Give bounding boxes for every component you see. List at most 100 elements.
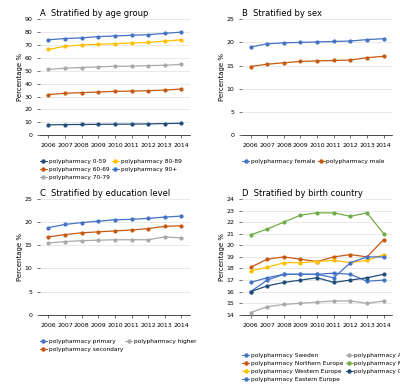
Y-axis label: Percentage %: Percentage %: [17, 53, 23, 101]
Line: polypharmacy 80-89: polypharmacy 80-89: [47, 38, 183, 51]
polypharmacy Middle East: [248, 233, 253, 237]
polypharmacy Africa: [348, 299, 353, 303]
polypharmacy 60-69: [112, 89, 117, 94]
polypharmacy female: [331, 39, 336, 44]
Line: polypharmacy secondary: polypharmacy secondary: [47, 224, 183, 238]
polypharmacy higher: [112, 237, 117, 242]
Line: polypharmacy primary: polypharmacy primary: [47, 215, 183, 229]
polypharmacy higher: [162, 235, 167, 239]
polypharmacy 80-89: [112, 41, 117, 46]
polypharmacy secondary: [79, 230, 84, 235]
polypharmacy Africa: [331, 299, 336, 303]
polypharmacy primary: [46, 225, 51, 230]
Line: polypharmacy Northern Europe: polypharmacy Northern Europe: [249, 238, 385, 269]
polypharmacy Northern Europe: [315, 259, 320, 264]
polypharmacy 70-79: [46, 67, 51, 72]
polypharmacy 80-89: [46, 47, 51, 52]
Line: polypharmacy male: polypharmacy male: [249, 55, 385, 68]
Text: B  Stratified by sex: B Stratified by sex: [242, 10, 322, 18]
polypharmacy 90+: [79, 36, 84, 40]
polypharmacy 90+: [179, 30, 184, 35]
polypharmacy Eastern Europe: [248, 290, 253, 294]
polypharmacy higher: [46, 241, 51, 245]
polypharmacy Sweden: [331, 271, 336, 275]
Y-axis label: Percentage %: Percentage %: [219, 53, 225, 101]
polypharmacy 70-79: [79, 65, 84, 70]
Legend: polypharmacy primary, polypharmacy secondary, polypharmacy higher: polypharmacy primary, polypharmacy secon…: [40, 339, 197, 352]
Legend: polypharmacy female, polypharmacy male: polypharmacy female, polypharmacy male: [242, 159, 385, 164]
polypharmacy 70-79: [129, 64, 134, 68]
Legend: polypharmacy 0-59, polypharmacy 60-69, polypharmacy 70-79, polypharmacy 80-89, p: polypharmacy 0-59, polypharmacy 60-69, p…: [40, 159, 182, 180]
polypharmacy Middle East: [331, 210, 336, 215]
polypharmacy 80-89: [146, 40, 150, 45]
polypharmacy 60-69: [179, 87, 184, 91]
polypharmacy Others: [265, 284, 270, 288]
polypharmacy 90+: [46, 38, 51, 42]
Y-axis label: Percentage %: Percentage %: [17, 233, 23, 281]
polypharmacy Eastern Europe: [365, 255, 370, 259]
polypharmacy Eastern Europe: [348, 260, 353, 265]
polypharmacy Sweden: [348, 272, 353, 276]
polypharmacy higher: [146, 237, 150, 242]
polypharmacy Western Europe: [348, 260, 353, 265]
polypharmacy male: [331, 58, 336, 63]
polypharmacy 90+: [146, 32, 150, 37]
polypharmacy 70-79: [62, 66, 67, 70]
polypharmacy Western Europe: [282, 260, 286, 265]
polypharmacy Africa: [282, 302, 286, 307]
polypharmacy higher: [129, 237, 134, 242]
polypharmacy primary: [146, 216, 150, 221]
polypharmacy Africa: [381, 299, 386, 303]
polypharmacy Africa: [248, 310, 253, 315]
polypharmacy 80-89: [96, 42, 101, 46]
Line: polypharmacy 0-59: polypharmacy 0-59: [47, 122, 183, 126]
Line: polypharmacy 90+: polypharmacy 90+: [47, 31, 183, 41]
polypharmacy Others: [248, 290, 253, 294]
polypharmacy higher: [179, 235, 184, 240]
polypharmacy 70-79: [96, 65, 101, 69]
polypharmacy Others: [365, 275, 370, 280]
Text: C  Stratified by education level: C Stratified by education level: [40, 189, 170, 198]
polypharmacy 0-59: [129, 122, 134, 126]
polypharmacy 80-89: [162, 39, 167, 43]
Legend: polypharmacy Sweden, polypharmacy Northern Europe, polypharmacy Western Europe, : polypharmacy Sweden, polypharmacy Northe…: [242, 353, 400, 382]
polypharmacy Sweden: [282, 272, 286, 276]
polypharmacy male: [282, 61, 286, 65]
polypharmacy Others: [282, 280, 286, 285]
polypharmacy Eastern Europe: [282, 272, 286, 276]
polypharmacy 80-89: [79, 43, 84, 47]
Line: polypharmacy 60-69: polypharmacy 60-69: [47, 88, 183, 96]
polypharmacy Northern Europe: [381, 237, 386, 242]
Line: polypharmacy Others: polypharmacy Others: [249, 273, 385, 293]
polypharmacy 70-79: [162, 63, 167, 68]
Line: polypharmacy 70-79: polypharmacy 70-79: [47, 63, 183, 71]
polypharmacy female: [381, 36, 386, 41]
polypharmacy 0-59: [96, 122, 101, 127]
polypharmacy 90+: [162, 31, 167, 36]
polypharmacy female: [315, 40, 320, 44]
polypharmacy Western Europe: [248, 268, 253, 273]
polypharmacy male: [348, 58, 353, 62]
polypharmacy male: [298, 59, 303, 64]
Text: A  Stratified by age group: A Stratified by age group: [40, 10, 148, 18]
polypharmacy female: [282, 41, 286, 45]
polypharmacy Eastern Europe: [331, 275, 336, 280]
polypharmacy Africa: [265, 305, 270, 309]
polypharmacy Middle East: [265, 227, 270, 232]
polypharmacy Eastern Europe: [265, 278, 270, 282]
polypharmacy 70-79: [179, 62, 184, 66]
polypharmacy 80-89: [62, 44, 67, 48]
polypharmacy secondary: [179, 223, 184, 228]
polypharmacy Western Europe: [265, 265, 270, 270]
polypharmacy secondary: [112, 228, 117, 233]
polypharmacy Northern Europe: [365, 255, 370, 259]
polypharmacy 0-59: [162, 121, 167, 126]
polypharmacy Eastern Europe: [381, 255, 386, 259]
polypharmacy Middle East: [348, 214, 353, 218]
polypharmacy 0-59: [179, 121, 184, 126]
polypharmacy female: [248, 45, 253, 49]
polypharmacy Sweden: [365, 279, 370, 283]
Line: polypharmacy Sweden: polypharmacy Sweden: [249, 272, 385, 284]
polypharmacy secondary: [162, 224, 167, 228]
polypharmacy secondary: [146, 226, 150, 231]
